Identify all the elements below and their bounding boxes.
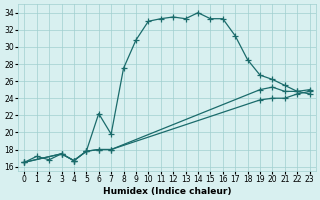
X-axis label: Humidex (Indice chaleur): Humidex (Indice chaleur) [103,187,231,196]
